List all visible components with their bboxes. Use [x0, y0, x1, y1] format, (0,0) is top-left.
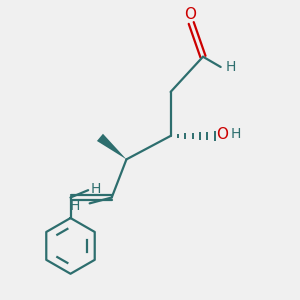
Text: H: H: [70, 199, 80, 213]
Text: H: H: [226, 60, 236, 74]
Text: O: O: [184, 7, 196, 22]
Text: H: H: [230, 128, 241, 141]
Text: H: H: [91, 182, 101, 196]
Polygon shape: [97, 134, 126, 159]
Text: O: O: [216, 127, 228, 142]
